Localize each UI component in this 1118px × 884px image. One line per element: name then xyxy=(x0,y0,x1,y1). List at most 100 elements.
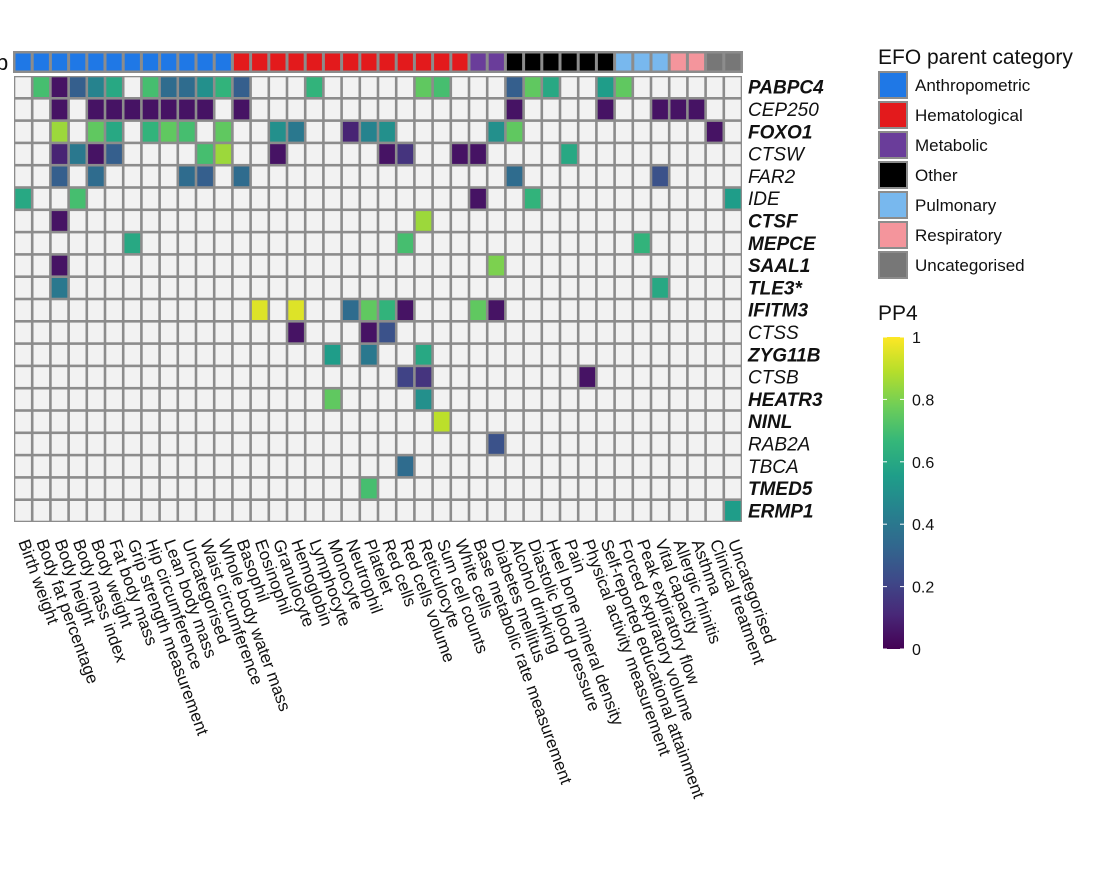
empty-cell xyxy=(179,233,195,254)
empty-cell xyxy=(33,255,50,276)
empty-cell xyxy=(306,211,323,231)
empty-cell xyxy=(379,434,395,454)
heatmap-cell xyxy=(470,188,486,209)
empty-cell xyxy=(452,389,468,410)
empty-cell xyxy=(106,456,122,477)
category-cell xyxy=(306,53,322,71)
heatmap-cell xyxy=(270,121,286,142)
heatmap-cell xyxy=(488,300,505,320)
empty-cell xyxy=(597,121,614,142)
empty-cell xyxy=(579,255,596,276)
empty-cell xyxy=(69,233,86,254)
empty-cell xyxy=(706,211,723,231)
empty-cell xyxy=(15,434,31,454)
empty-cell xyxy=(433,389,450,410)
empty-cell xyxy=(15,389,31,410)
heatmap-cell xyxy=(415,211,432,231)
empty-cell xyxy=(288,411,304,432)
empty-cell xyxy=(179,367,195,387)
empty-cell xyxy=(706,501,723,521)
empty-cell xyxy=(615,501,632,521)
empty-cell xyxy=(251,501,268,521)
empty-cell xyxy=(179,144,195,164)
empty-cell xyxy=(160,188,177,209)
empty-cell xyxy=(69,367,86,387)
empty-cell xyxy=(142,456,159,477)
empty-cell xyxy=(124,121,141,142)
empty-cell xyxy=(361,233,377,254)
empty-cell xyxy=(506,411,523,432)
gene-label: MEPCE xyxy=(748,234,817,255)
gene-label: IDE xyxy=(748,189,780,210)
empty-cell xyxy=(561,411,577,432)
empty-cell xyxy=(197,278,213,298)
empty-cell xyxy=(725,367,741,387)
legend-swatch xyxy=(880,223,906,247)
empty-cell xyxy=(634,255,650,276)
empty-cell xyxy=(379,478,395,499)
empty-cell xyxy=(615,344,632,365)
empty-cell xyxy=(142,344,159,365)
empty-cell xyxy=(543,166,559,187)
empty-cell xyxy=(197,367,213,387)
empty-cell xyxy=(634,211,650,231)
empty-cell xyxy=(197,211,213,231)
empty-cell xyxy=(379,188,395,209)
empty-cell xyxy=(215,389,232,410)
empty-cell xyxy=(324,478,341,499)
empty-cell xyxy=(124,456,141,477)
empty-cell xyxy=(15,478,31,499)
empty-cell xyxy=(160,434,177,454)
empty-cell xyxy=(51,367,68,387)
empty-cell xyxy=(415,478,432,499)
empty-cell xyxy=(725,99,741,120)
empty-cell xyxy=(69,278,86,298)
empty-cell xyxy=(142,434,159,454)
empty-cell xyxy=(488,367,505,387)
legend-swatch xyxy=(880,133,906,157)
empty-cell xyxy=(15,300,31,320)
empty-cell xyxy=(397,77,414,97)
empty-cell xyxy=(452,411,468,432)
heatmap-cell xyxy=(233,99,250,120)
empty-cell xyxy=(597,233,614,254)
empty-cell xyxy=(725,344,741,365)
empty-cell xyxy=(652,456,668,477)
empty-cell xyxy=(215,255,232,276)
empty-cell xyxy=(179,322,195,343)
empty-cell xyxy=(670,188,687,209)
empty-cell xyxy=(670,211,687,231)
empty-cell xyxy=(452,434,468,454)
gene-label: TBCA xyxy=(748,457,799,478)
empty-cell xyxy=(233,456,250,477)
empty-cell xyxy=(397,501,414,521)
empty-cell xyxy=(670,121,687,142)
heatmap-cell xyxy=(415,367,432,387)
category-cell xyxy=(415,53,432,71)
empty-cell xyxy=(470,255,486,276)
empty-cell xyxy=(524,344,541,365)
empty-cell xyxy=(725,456,741,477)
heatmap-cell xyxy=(397,300,414,320)
empty-cell xyxy=(142,166,159,187)
empty-cell xyxy=(88,211,104,231)
empty-cell xyxy=(688,300,705,320)
empty-cell xyxy=(33,501,50,521)
empty-cell xyxy=(88,344,104,365)
empty-cell xyxy=(306,278,323,298)
empty-cell xyxy=(670,233,687,254)
empty-cell xyxy=(233,233,250,254)
empty-cell xyxy=(51,300,68,320)
empty-cell xyxy=(215,344,232,365)
empty-cell xyxy=(524,367,541,387)
heatmap-cell xyxy=(470,144,486,164)
empty-cell xyxy=(543,188,559,209)
heatmap-cell xyxy=(251,300,268,320)
empty-cell xyxy=(706,478,723,499)
empty-cell xyxy=(561,322,577,343)
empty-cell xyxy=(251,166,268,187)
empty-cell xyxy=(543,233,559,254)
empty-cell xyxy=(251,434,268,454)
empty-cell xyxy=(69,501,86,521)
